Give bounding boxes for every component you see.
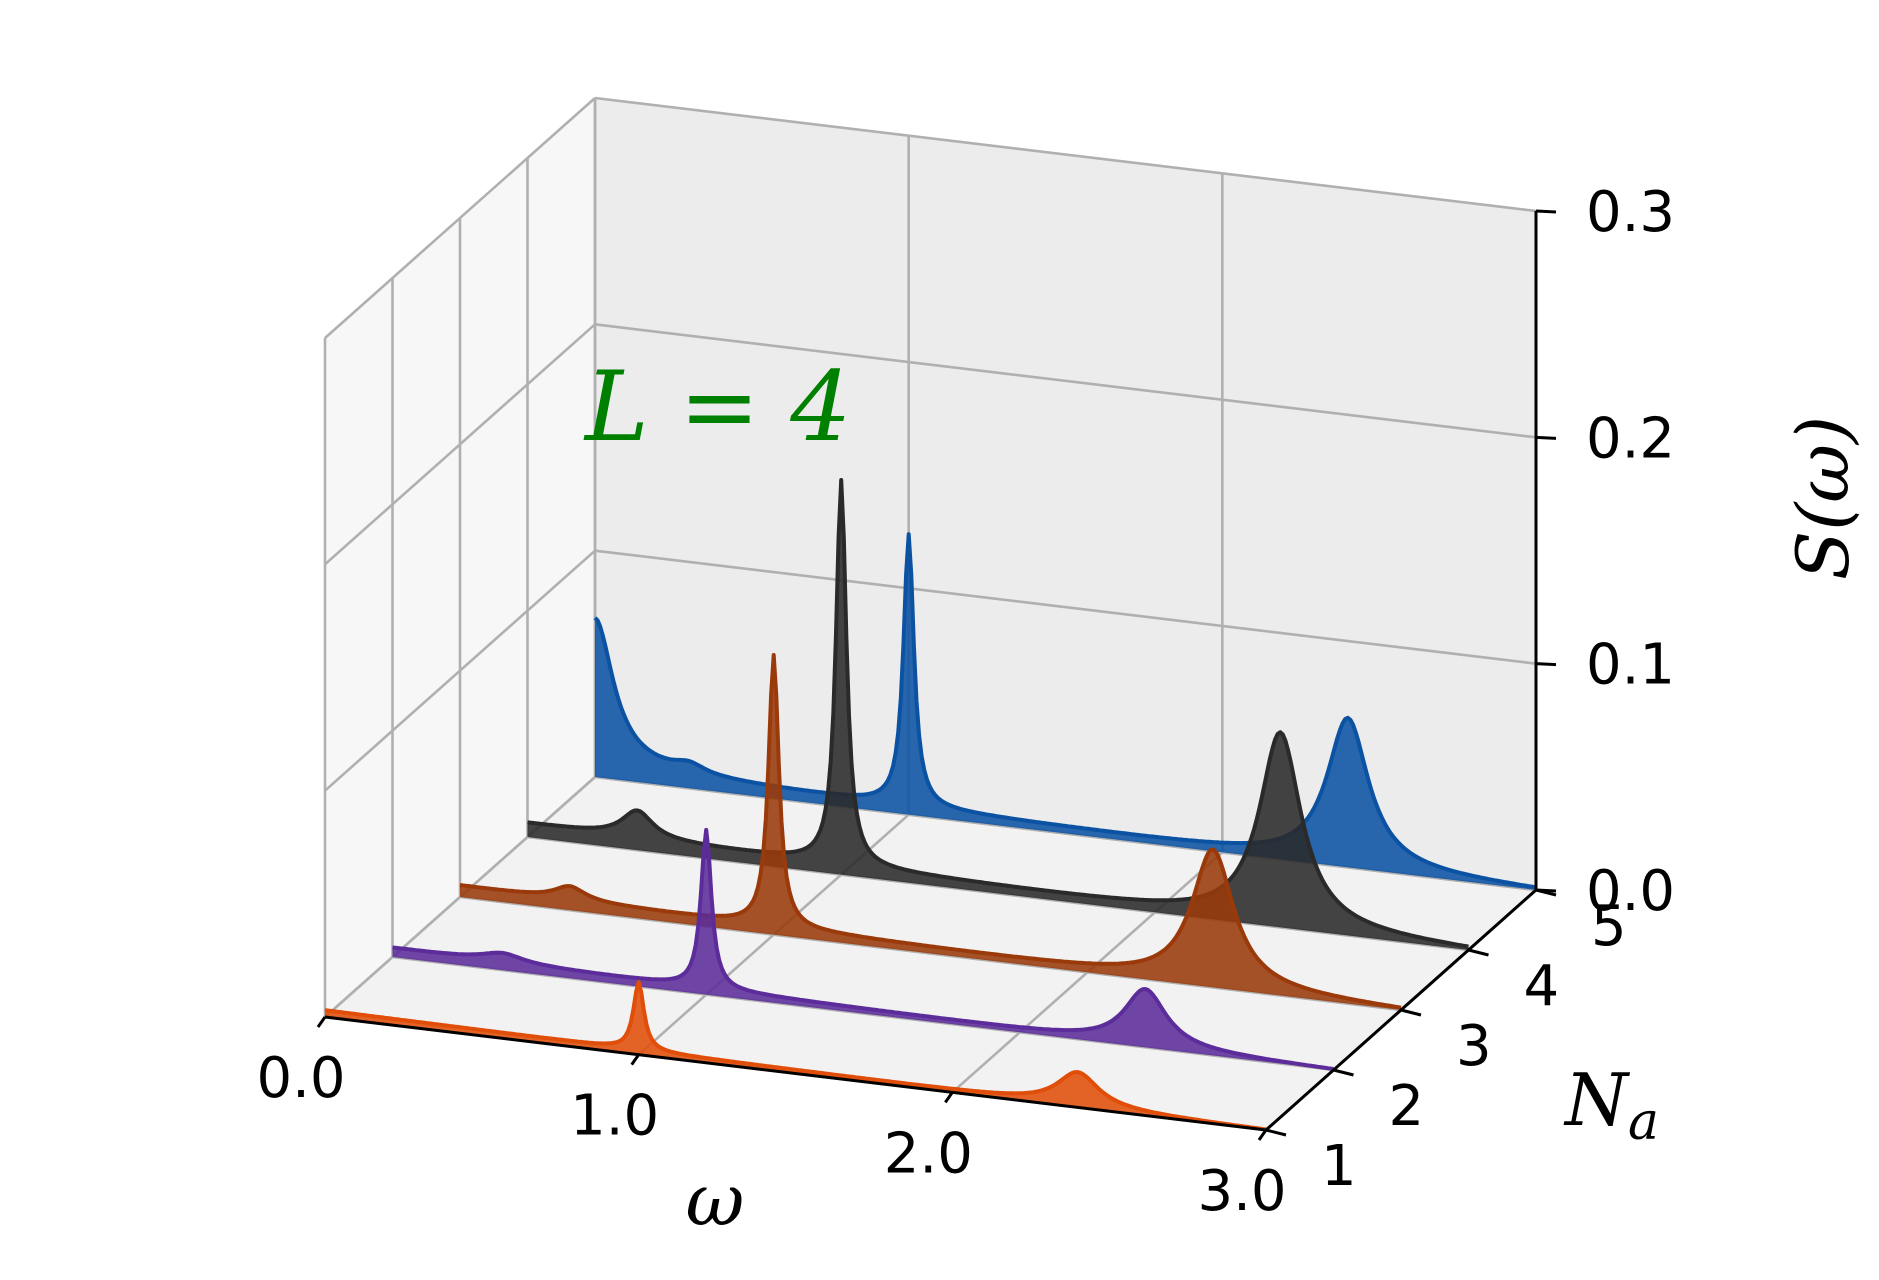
series-line-2 [392, 827, 1334, 1071]
y-tick-label-0: 1 [1321, 1134, 1357, 1199]
y-axis-title: Na [1563, 1058, 1659, 1152]
z-tick-0 [1535, 888, 1557, 893]
z-tick-2 [1535, 435, 1557, 440]
y-tick-2 [1400, 1008, 1422, 1017]
x-axis-line [324, 1015, 1267, 1132]
y-tick-3 [1468, 948, 1489, 957]
z-tick-3 [1535, 209, 1557, 214]
grid-back-z-3 [594, 96, 1537, 213]
series-fill-3 [460, 655, 1401, 1010]
grid-back-z-2 [594, 323, 1537, 439]
y-tick-label-3: 4 [1524, 954, 1560, 1019]
grid-left-z-2 [324, 323, 596, 566]
z-tick-label-1: 0.1 [1586, 633, 1675, 698]
x-tick-3 [1257, 1129, 1268, 1141]
x-tick-label-1: 1.0 [570, 1084, 659, 1149]
x-tick-label-3: 3.0 [1197, 1159, 1286, 1224]
y-tick-label-4: 5 [1591, 894, 1627, 959]
y-axis-title-sub: a [1628, 1092, 1659, 1152]
x-tick-label-2: 2.0 [884, 1121, 973, 1186]
x-tick-0 [316, 1016, 327, 1028]
y-axis-title-main: N [1563, 1058, 1631, 1142]
series-line-1 [324, 980, 1267, 1132]
y-tick-0 [1265, 1128, 1287, 1137]
back-pane [595, 98, 1536, 890]
grid-left-z-3 [324, 97, 596, 339]
y-tick-label-2: 3 [1456, 1014, 1492, 1079]
series-curves [324, 478, 1537, 1132]
axis-panes [325, 98, 1536, 1130]
grid-back-z-1 [594, 549, 1537, 665]
y-tick-label-1: 2 [1389, 1074, 1425, 1139]
z-tick-label-0: 0.0 [1586, 859, 1675, 924]
series-line-5 [593, 532, 1537, 890]
tick-marks [316, 209, 1557, 1141]
z-tick-1 [1535, 662, 1557, 667]
grid-left-z-1 [324, 549, 596, 792]
y-tick-1 [1333, 1068, 1354, 1077]
series-line-4 [527, 478, 1469, 949]
x-tick-2 [944, 1091, 954, 1104]
x-tick-label-0: 0.0 [256, 1046, 345, 1111]
z-tick-label-3: 0.3 [1586, 180, 1675, 245]
x-tick-1 [630, 1053, 640, 1066]
z-axis-title: S(ω) [1781, 416, 1865, 580]
series-line-3 [459, 653, 1402, 1010]
z-tick-label-2: 0.2 [1586, 406, 1675, 471]
x-axis-title: ω [686, 1158, 745, 1242]
annotation-label: L = 4 [583, 351, 851, 463]
